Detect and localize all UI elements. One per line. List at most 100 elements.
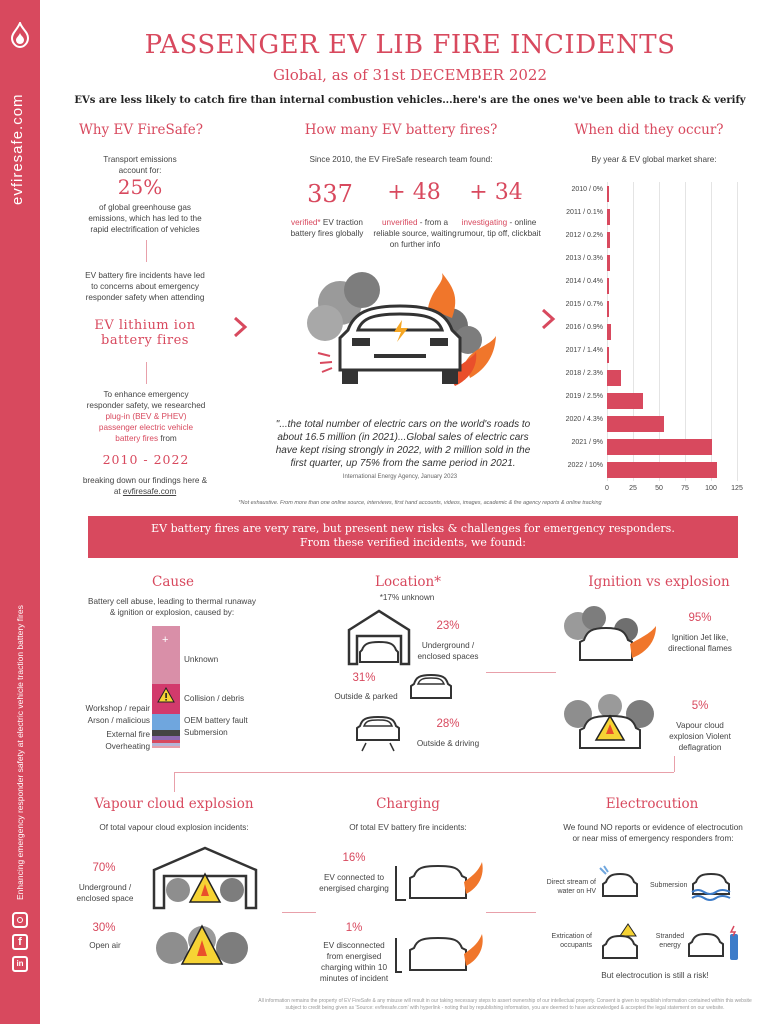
divider [146, 240, 147, 262]
garage-icon [347, 609, 411, 666]
stat-desc: EV traction battery fires globally [290, 218, 364, 238]
chart-gridline [711, 182, 712, 481]
chart-bar [607, 415, 665, 432]
car-explosion-icon [564, 694, 654, 749]
stat-key: investigating [461, 218, 508, 227]
stat-desc-investigating: investigating - online rumour, tip off, … [456, 217, 542, 239]
chart-bar [607, 323, 612, 340]
stat-key: verified* [291, 218, 321, 227]
when-title: When did they occur? [574, 122, 724, 138]
charging-pct-connected: 16% [342, 852, 366, 864]
car-driving-icon [356, 715, 400, 752]
cause-label-submersion: Submersion [184, 728, 228, 737]
why-p5-text: breaking down our findings here & at [82, 476, 208, 496]
ignition-title: Ignition vs explosion [588, 574, 730, 590]
connector [486, 912, 536, 913]
linkedin-icon[interactable]: in [12, 956, 28, 972]
explosion-pct: 5% [691, 700, 709, 712]
why-p4: To enhance emergency responder safety, w… [86, 389, 206, 444]
why-p1: Transport emissions account for: [103, 155, 177, 175]
cause-label-overheating: Overheating [105, 742, 150, 751]
chart-category-label: 2021 / 9% [571, 439, 603, 446]
cause-label-oem: OEM battery fault [184, 716, 248, 725]
charging-intro: Of total EV battery fire incidents: [349, 823, 467, 832]
cause-label-external: External fire [106, 730, 150, 739]
divider [146, 362, 147, 384]
why-p5-link[interactable]: evfiresafe.com [122, 487, 177, 496]
segment-external [152, 743, 180, 746]
chart-category-label: 2016 / 0.9% [565, 324, 603, 331]
charging-label-disconnected: EV disconnected from energised charging … [319, 941, 389, 983]
car-ignition-icon [564, 606, 656, 661]
stat-num-investigating: + 34 [469, 180, 523, 205]
chart-bar [607, 300, 609, 317]
location-label-driving: Outside & driving [416, 739, 480, 748]
iea-source: International Energy Agency, January 202… [342, 474, 458, 480]
lead-text: EVs are less likely to catch fire than i… [74, 95, 746, 106]
chart-category-label: 2015 / 0.7% [565, 301, 603, 308]
segment-arson [152, 740, 180, 743]
warning-icon [157, 687, 175, 703]
chart-bar [607, 277, 609, 294]
chevron-right-icon [541, 308, 556, 330]
page-title: PASSENGER EV LIB FIRE INCIDENTS [144, 30, 676, 60]
location-pct-driving: 28% [436, 718, 460, 730]
electro-label-submersion: Submersion [650, 882, 688, 889]
stranded-energy-car-icon [688, 925, 738, 960]
location-pct-underground: 23% [436, 620, 460, 632]
why-p5: breaking down our findings here & at evf… [82, 475, 208, 497]
chart-bar [607, 208, 611, 225]
chart-category-label: 2012 / 0.2% [565, 232, 603, 239]
charging-title: Charging [376, 796, 440, 812]
chart-gridline [737, 182, 738, 481]
chart-category-label: 2020 / 4.3% [565, 416, 603, 423]
side-bar: evfiresafe.com Enhancing emergency respo… [0, 0, 40, 1024]
segment-collision [152, 684, 180, 714]
stat-desc: - from a reliable source, waiting on fur… [373, 218, 457, 249]
stat-num-unverified: + 48 [387, 180, 441, 205]
chart-x-tick: 100 [705, 485, 717, 492]
connector [674, 756, 675, 772]
cause-label-unknown: Unknown [184, 655, 219, 664]
cause-stack: + [152, 626, 180, 748]
banner-line-2: From these verified incidents, we found: [300, 536, 526, 549]
ignition-pct: 95% [688, 612, 712, 624]
chart-category-label: 2022 / 10% [567, 462, 603, 469]
footer-legal: All information remains the property of … [258, 998, 752, 1011]
chart-category-label: 2017 / 1.4% [565, 347, 603, 354]
location-label-parked: Outside & parked [334, 692, 398, 701]
electro-label-extrication: Extrication of occupants [551, 933, 592, 949]
why-title: Why EV FireSafe? [78, 122, 204, 138]
site-vertical[interactable]: evfiresafe.com [9, 93, 26, 205]
instagram-icon[interactable] [12, 912, 28, 928]
chart-bar [607, 185, 609, 202]
plus-icon: + [162, 634, 169, 646]
segment-unknown: + [152, 626, 180, 684]
extrication-car-icon [602, 923, 638, 959]
stat-desc-unverified: unverified - from a reliable source, wai… [372, 217, 458, 250]
vapour-title: Vapour cloud explosion [94, 796, 254, 812]
connector [174, 772, 674, 773]
cause-label-arson: Arson / malicious [87, 716, 150, 725]
cause-intro: Battery cell abuse, leading to thermal r… [88, 597, 256, 617]
stat-num-verified: 337 [307, 180, 353, 208]
stat-desc: - online rumour, tip off, clickbait [457, 218, 541, 238]
chart-category-label: 2018 / 2.3% [565, 370, 603, 377]
open-air-explosion-icon [156, 924, 248, 965]
why-p4-link[interactable]: plug-in (BEV & PHEV) passenger electric … [98, 412, 194, 443]
stat-key: unverified [382, 218, 418, 227]
segment-oem [152, 714, 180, 730]
stat-desc-verified: verified* EV traction battery fires glob… [284, 217, 370, 239]
vapour-pct-enclosed: 70% [92, 862, 116, 874]
ignition-label: Ignition Jet like, directional flames [668, 633, 732, 653]
chart-bar [607, 392, 644, 409]
chart-category-label: 2011 / 0.1% [566, 209, 603, 216]
chart-bar [607, 346, 610, 363]
vapour-label-open: Open air [89, 941, 121, 950]
burning-car-illustration [307, 272, 496, 386]
facebook-icon[interactable]: f [12, 934, 28, 950]
footnote: *Not exhaustive. From more than one onli… [238, 500, 602, 506]
charging-car-icon [395, 862, 483, 901]
cause-label-workshop: Workshop / repair [85, 704, 150, 713]
electro-label-water: Direct stream of water on HV [546, 879, 596, 895]
